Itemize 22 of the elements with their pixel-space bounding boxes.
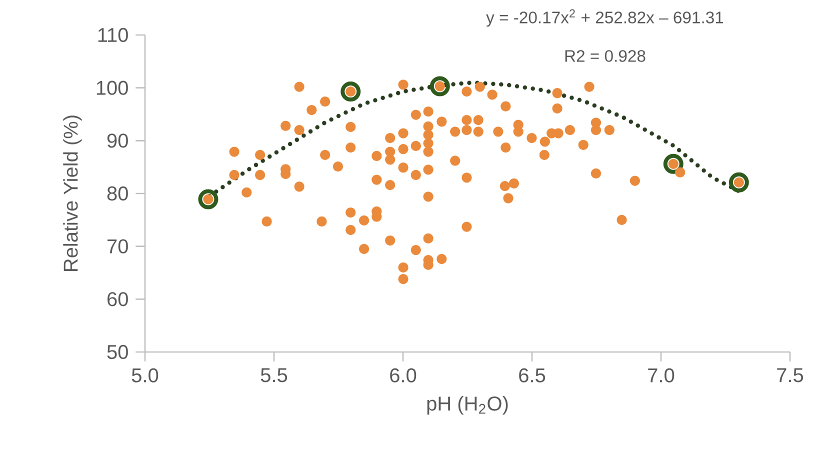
x-tick-label: 5.5 <box>260 368 288 382</box>
point <box>198 189 218 210</box>
x-tick-label: 7.0 <box>648 368 674 382</box>
y-axis-title: Relative Yield (%) <box>63 116 82 271</box>
x-tick-label: 7.5 <box>777 368 804 382</box>
x-tick-label: 6.0 <box>390 368 416 382</box>
annotation: R2 = 0.928 <box>565 50 646 62</box>
text: y = -20.17x$^{2}$ + 252.82x – 691.31 <box>486 9 724 27</box>
x-tick-label: 6.5 <box>519 368 546 382</box>
x-axis-title: pH (H$_{2}$O) <box>427 396 508 415</box>
y-tick-label: 50 <box>107 344 128 360</box>
y-tick-label: 110 <box>98 28 128 42</box>
y-tick-label: 90 <box>107 134 128 148</box>
y-tick-label: 60 <box>108 292 128 306</box>
point <box>663 154 684 174</box>
point <box>340 82 361 102</box>
point <box>430 76 450 96</box>
x-tick-label: 5.0 <box>132 368 158 382</box>
y-tick-label: 70 <box>108 239 128 254</box>
y-tick-label: 100 <box>96 80 128 95</box>
point <box>728 172 749 192</box>
y-tick-label: 80 <box>107 186 128 201</box>
